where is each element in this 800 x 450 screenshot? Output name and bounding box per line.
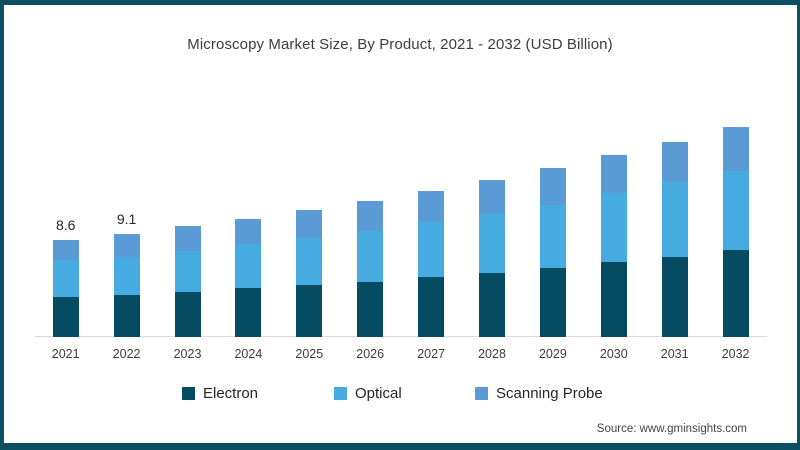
x-label-2026: 2026 — [356, 347, 385, 361]
x-label-2029: 2029 — [538, 347, 567, 361]
bar-2025-optical — [296, 237, 323, 285]
bar-2030-electron — [600, 262, 627, 337]
x-label-2024: 2024 — [234, 347, 263, 361]
x-label-2021: 2021 — [51, 347, 80, 361]
bar-2031-electron — [661, 256, 688, 337]
bar-2022-scanning-probe — [113, 234, 140, 257]
x-label-2022: 2022 — [112, 347, 141, 361]
bar-2027-optical — [418, 221, 445, 278]
x-label-2023: 2023 — [173, 347, 202, 361]
bar-2022-optical — [113, 256, 140, 296]
bar-2030-scanning-probe — [600, 155, 627, 194]
bar-2022-electron — [113, 295, 140, 337]
x-label-2030: 2030 — [599, 347, 628, 361]
x-axis-line — [35, 336, 767, 337]
bar-2023-optical — [174, 251, 201, 292]
bar-2024-electron — [235, 288, 262, 337]
chart-title: Microscopy Market Size, By Product, 2021… — [187, 36, 613, 53]
bar-2025-scanning-probe — [296, 210, 323, 238]
bar-2026-electron — [357, 281, 384, 337]
value-label-2022: 9.1 — [116, 211, 137, 228]
bar-2023-electron — [174, 291, 201, 337]
legend-label-optical: Optical — [355, 385, 402, 402]
bar-2023-scanning-probe — [174, 226, 201, 252]
bar-2028-optical — [479, 213, 505, 273]
bar-2021-scanning-probe — [52, 239, 79, 261]
legend-label-electron: Electron — [203, 385, 259, 402]
bar-2031-scanning-probe — [661, 141, 688, 183]
legend-item-optical: Optical — [334, 385, 402, 402]
bar-2029-optical — [539, 204, 566, 269]
legend: Electron Optical Scanning Probe — [0, 385, 800, 405]
frame-border-bottom — [0, 443, 800, 450]
bar-2026-optical — [357, 230, 384, 282]
scanning-probe-swatch-icon — [475, 387, 488, 400]
frame-border-top — [0, 0, 800, 5]
bar-2024-optical — [235, 244, 262, 289]
legend-item-scanning-probe: Scanning Probe — [475, 385, 603, 402]
value-label-2021: 8.6 — [55, 216, 76, 233]
x-label-2025: 2025 — [295, 347, 324, 361]
x-label-2027: 2027 — [417, 347, 445, 361]
source-note: Source: www.gminsights.com — [596, 423, 747, 435]
frame-border-left — [0, 0, 4, 450]
x-label-2028: 2028 — [478, 347, 506, 361]
bar-2024-scanning-probe — [235, 219, 262, 245]
bar-2030-optical — [600, 193, 627, 263]
bar-2029-scanning-probe — [539, 167, 566, 205]
bar-2032-scanning-probe — [722, 126, 749, 171]
legend-label-scanning-probe: Scanning Probe — [496, 385, 603, 402]
bar-2028-electron — [479, 272, 505, 337]
bar-2027-electron — [418, 277, 445, 337]
bar-2032-electron — [722, 249, 749, 337]
x-label-2031: 2031 — [660, 347, 689, 361]
bar-2027-scanning-probe — [418, 191, 445, 222]
bar-2028-scanning-probe — [479, 179, 505, 214]
frame-border-right — [797, 0, 800, 450]
bar-2032-optical — [722, 170, 749, 250]
x-label-2032: 2032 — [721, 347, 750, 361]
bar-2029-electron — [539, 268, 566, 337]
bar-2026-scanning-probe — [357, 201, 384, 231]
optical-swatch-icon — [334, 387, 347, 400]
bar-2021-electron — [52, 297, 79, 337]
bar-2021-optical — [52, 260, 79, 298]
bar-2025-electron — [296, 285, 323, 337]
legend-item-electron: Electron — [182, 385, 258, 402]
electron-swatch-icon — [182, 387, 195, 400]
bar-2031-optical — [661, 182, 688, 257]
